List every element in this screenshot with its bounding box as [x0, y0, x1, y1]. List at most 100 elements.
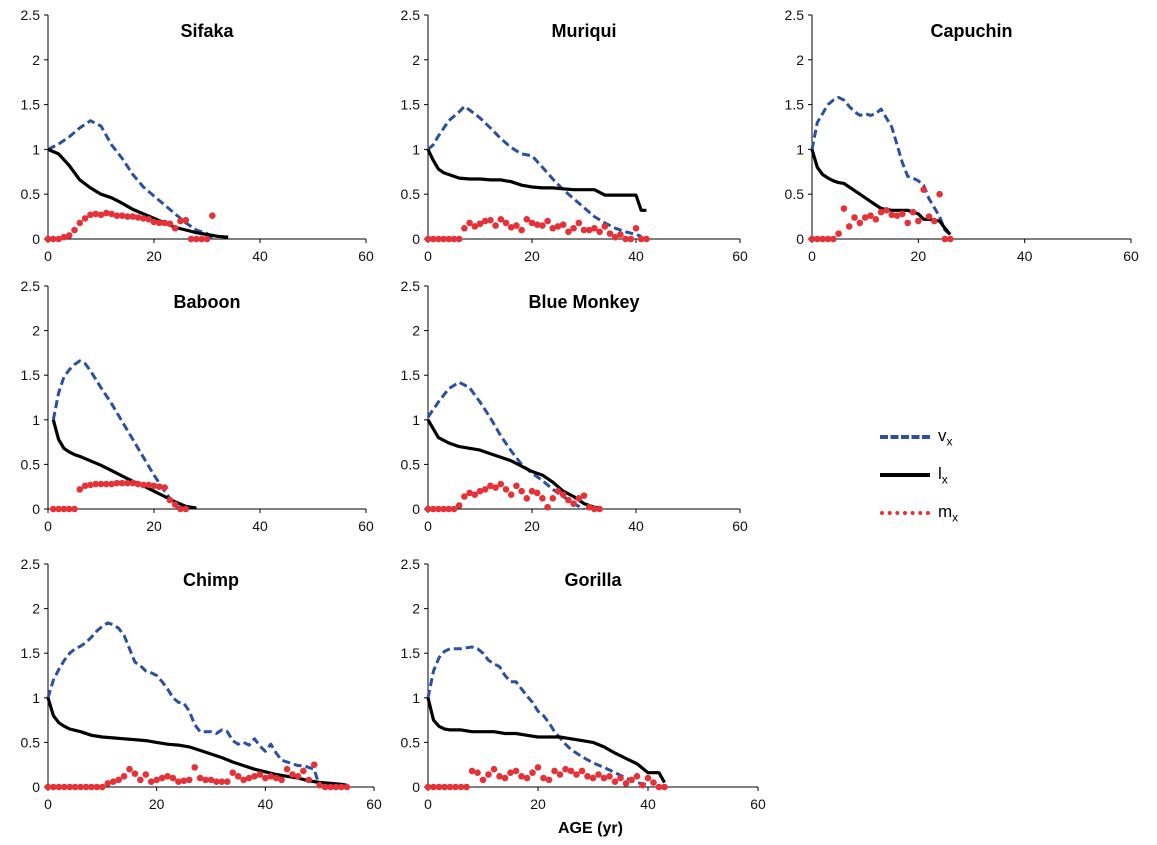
data-point-mx: [310, 761, 318, 768]
data-point-mx: [904, 219, 911, 227]
data-point-mx: [528, 487, 536, 495]
y-tick-label: 2.5: [401, 556, 421, 572]
x-tick-label: 20: [530, 796, 546, 812]
legend-swatch-lx: [880, 473, 930, 477]
series-mx: [44, 209, 216, 243]
data-point-mx: [332, 783, 340, 791]
y-tick-label: 2: [412, 52, 420, 68]
data-point-mx: [585, 226, 593, 234]
x-tick-label: 40: [640, 796, 656, 812]
legend-label-lx: lx: [938, 463, 948, 487]
data-point-mx: [466, 219, 473, 227]
data-point-mx: [50, 235, 57, 243]
data-point-mx: [65, 505, 73, 513]
y-tick-label: 1.5: [401, 367, 421, 383]
data-point-mx: [920, 186, 927, 194]
legend-item-vx: vx: [880, 418, 958, 456]
data-point-mx: [182, 216, 190, 224]
series-mx: [44, 761, 351, 791]
y-tick-label: 1.5: [21, 97, 41, 113]
x-tick-label: 20: [146, 248, 162, 264]
data-point-mx: [877, 208, 885, 216]
data-point-mx: [471, 223, 479, 230]
data-point-mx: [559, 221, 567, 228]
data-point-mx: [502, 486, 510, 493]
data-point-mx: [124, 213, 131, 220]
data-point-mx: [909, 208, 917, 216]
data-point-mx: [66, 783, 74, 791]
series-line-lx: [47, 147, 229, 239]
panel-capuchin: 0 0.5 1 1.5 2 2.5 0 20 40 60 Capuchin: [785, 7, 1139, 264]
data-point-mx: [187, 235, 195, 243]
data-point-mx: [137, 776, 144, 784]
data-point-mx: [289, 771, 296, 778]
data-point-mx: [845, 223, 853, 230]
y-tick-label: 0: [412, 231, 420, 247]
series-line-vx: [47, 119, 214, 241]
data-point-mx: [150, 218, 158, 226]
data-point-mx: [501, 774, 509, 782]
data-point-mx: [185, 776, 193, 784]
data-point-mx: [518, 487, 525, 495]
data-point-mx: [153, 776, 160, 784]
y-tick-label: 2.5: [21, 556, 41, 572]
data-point-mx: [533, 221, 541, 228]
panel-title: Muriqui: [552, 21, 617, 41]
data-point-mx: [591, 505, 598, 513]
data-point-mx: [147, 778, 155, 785]
x-tick-label: 60: [750, 796, 766, 812]
data-point-mx: [487, 216, 494, 224]
data-point-mx: [294, 772, 302, 780]
data-point-mx: [540, 774, 547, 782]
series-line-lx: [426, 697, 666, 784]
data-point-mx: [61, 783, 68, 791]
data-point-mx: [606, 772, 613, 780]
data-point-mx: [224, 778, 231, 785]
data-point-mx: [158, 774, 166, 782]
y-tick-label: 0.5: [21, 186, 41, 202]
data-point-mx: [492, 484, 499, 491]
data-point-mx: [430, 783, 437, 791]
data-point-mx: [584, 772, 591, 780]
x-tick-label: 20: [146, 518, 162, 534]
data-point-mx: [429, 235, 437, 243]
data-point-mx: [113, 479, 121, 487]
y-tick-label: 0.5: [21, 734, 41, 750]
data-point-mx: [591, 224, 598, 232]
data-point-mx: [97, 211, 105, 219]
y-tick-label: 2.5: [401, 278, 421, 294]
data-point-mx: [814, 235, 821, 243]
series-line-vx: [51, 359, 182, 511]
data-point-mx: [65, 232, 73, 239]
data-point-mx: [627, 235, 635, 243]
data-point-mx: [643, 235, 650, 243]
legend-label-vx: vx: [938, 425, 953, 449]
y-tick-label: 1.5: [21, 367, 41, 383]
y-tick-label: 2: [32, 323, 40, 339]
data-point-mx: [129, 213, 137, 220]
data-point-mx: [883, 207, 890, 214]
data-point-mx: [44, 783, 52, 791]
data-point-mx: [851, 214, 858, 221]
data-point-mx: [840, 205, 848, 212]
y-tick-label: 2.5: [785, 7, 805, 23]
data-point-mx: [126, 765, 133, 773]
data-point-mx: [164, 772, 171, 780]
data-point-mx: [534, 764, 542, 771]
data-point-mx: [55, 235, 62, 243]
data-point-mx: [182, 505, 190, 513]
y-tick-label: 1: [412, 412, 420, 428]
legend-swatch-mx: [880, 511, 930, 515]
data-point-mx: [523, 774, 531, 782]
y-tick-label: 0: [32, 501, 40, 517]
data-point-mx: [109, 778, 117, 785]
data-point-mx: [463, 783, 470, 791]
data-point-mx: [632, 224, 640, 232]
data-point-mx: [71, 226, 78, 234]
y-tick-label: 0: [796, 231, 804, 247]
data-point-mx: [580, 226, 588, 234]
x-axis-label: AGE (yr): [558, 820, 623, 837]
data-point-mx: [829, 235, 837, 243]
x-tick-label: 20: [524, 518, 540, 534]
data-point-mx: [476, 220, 484, 228]
